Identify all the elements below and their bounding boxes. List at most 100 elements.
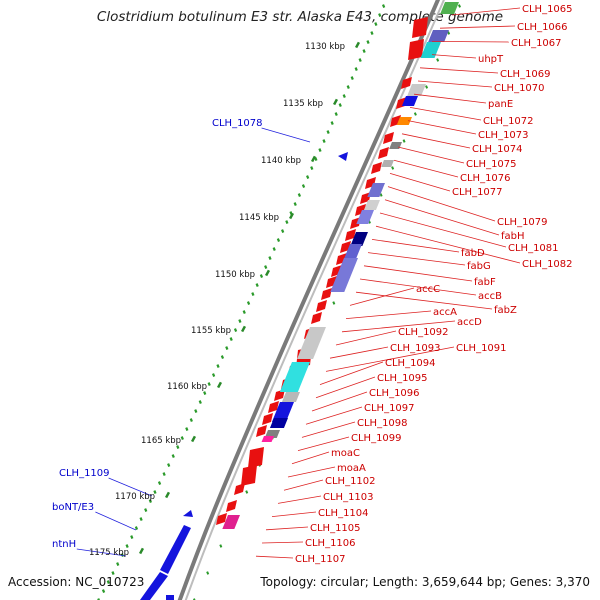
inner-dot <box>245 490 249 494</box>
scale-dot <box>176 445 180 449</box>
leader-line <box>401 133 471 149</box>
leader-line <box>397 146 465 164</box>
scale-dot <box>251 292 255 296</box>
leader-line <box>379 212 507 248</box>
gene-block <box>350 232 368 246</box>
gene-block <box>440 2 459 14</box>
leader-line <box>305 406 363 425</box>
scale-dot <box>285 220 289 224</box>
gene-block <box>420 42 441 58</box>
tick-label: 1130 kbp <box>305 42 345 52</box>
gene-label-32: CLH_1098 <box>357 418 408 429</box>
gene-block <box>281 392 300 402</box>
gene-arrow-red <box>321 288 332 300</box>
leader-line <box>371 239 460 253</box>
scale-dot <box>338 103 342 107</box>
gene-label-3: uhpT <box>478 54 504 65</box>
scale-dot <box>382 4 386 8</box>
scale-dot <box>326 130 330 134</box>
left-gene-label-0: CLH_1078 <box>212 118 263 129</box>
gene-label-24: accD <box>457 317 482 328</box>
scale-dot <box>272 247 276 251</box>
tick-label: 1155 kbp <box>191 326 231 336</box>
gene-label-37: CLH_1103 <box>323 492 374 503</box>
scale-dot <box>342 94 346 98</box>
gene-label-34: moaC <box>331 448 360 459</box>
gene-label-14: fabH <box>501 231 525 242</box>
scale-dot <box>268 256 272 260</box>
scale-dot <box>220 355 225 359</box>
gene-arrow-red <box>345 229 356 241</box>
leader-line <box>261 541 304 544</box>
tick-label: 1145 kbp <box>239 213 279 223</box>
gene-arrow-red <box>412 17 428 38</box>
gene-block <box>401 96 418 106</box>
tick-mark <box>332 98 339 106</box>
scale-dot <box>246 301 251 305</box>
gene-arrow-blue <box>166 595 174 600</box>
gene-label-2: CLH_1067 <box>511 38 562 49</box>
scale-dot <box>211 373 216 377</box>
label-leader-lines <box>76 7 521 559</box>
scale-dot <box>130 535 134 539</box>
inner-dot <box>206 571 210 575</box>
leader-line <box>367 252 466 266</box>
gene-block <box>363 200 380 210</box>
leader-line <box>311 391 368 412</box>
scale-dot <box>330 121 334 125</box>
gene-arrow-red <box>311 312 322 324</box>
tick-label: 1160 kbp <box>167 382 207 392</box>
topology-text: Topology: circular; Length: 3,659,644 bp… <box>260 575 590 589</box>
leader-line <box>375 225 521 264</box>
leader-line <box>363 265 473 282</box>
gene-block <box>271 402 294 422</box>
inner-dot <box>425 85 429 89</box>
leader-line <box>413 93 487 104</box>
scale-dot <box>116 562 120 566</box>
leader-line <box>283 479 324 491</box>
gene-arrow-blue <box>183 510 193 517</box>
leader-line <box>393 159 459 178</box>
leader-line <box>349 287 415 306</box>
scale-dot <box>233 328 238 332</box>
gene-block <box>261 436 274 442</box>
backbone-arc-shadow <box>184 0 445 600</box>
gene-arrow-blue <box>338 152 348 161</box>
scale-dot <box>171 454 175 458</box>
gene-label-26: CLH_1093 <box>390 343 441 354</box>
gene-block <box>356 210 374 224</box>
gene-label-22: accC <box>416 284 440 295</box>
scale-dot <box>101 589 106 593</box>
leader-line <box>277 495 322 504</box>
gene-block <box>381 160 394 167</box>
gene-arrow-red <box>408 39 424 60</box>
scale-dot <box>259 274 264 278</box>
scale-dot <box>276 238 281 242</box>
scale-dot <box>134 526 139 530</box>
scale-dot <box>306 175 310 179</box>
gene-label-33: CLH_1099 <box>351 433 402 444</box>
gene-block <box>428 30 449 42</box>
leader-line <box>431 54 477 59</box>
gene-label-5: CLH_1070 <box>494 83 545 94</box>
gene-label-28: CLH_1094 <box>385 358 436 369</box>
gene-arrow-red <box>371 162 382 174</box>
scale-dot <box>162 472 166 476</box>
tick-label: 1175 kbp <box>89 548 129 558</box>
tick-mark <box>191 435 197 443</box>
gene-label-12: CLH_1077 <box>452 187 503 198</box>
tick-mark <box>311 155 317 163</box>
gene-label-1: CLH_1066 <box>517 22 568 33</box>
leader-line <box>431 41 510 43</box>
scale-dot <box>144 508 148 512</box>
leader-line <box>417 80 493 88</box>
leader-line <box>271 511 317 517</box>
leader-line <box>419 67 499 74</box>
scale-dot <box>255 283 259 287</box>
tick-label: 1140 kbp <box>261 156 301 166</box>
scale-dot <box>125 544 129 548</box>
inner-dot <box>458 4 461 8</box>
scale-ticks: 1130 kbp 1135 kbp 1140 kbp 1145 kbp 1150 kbp… <box>89 41 361 558</box>
gene-arrow-red <box>248 447 264 468</box>
scale-dot <box>366 40 370 44</box>
